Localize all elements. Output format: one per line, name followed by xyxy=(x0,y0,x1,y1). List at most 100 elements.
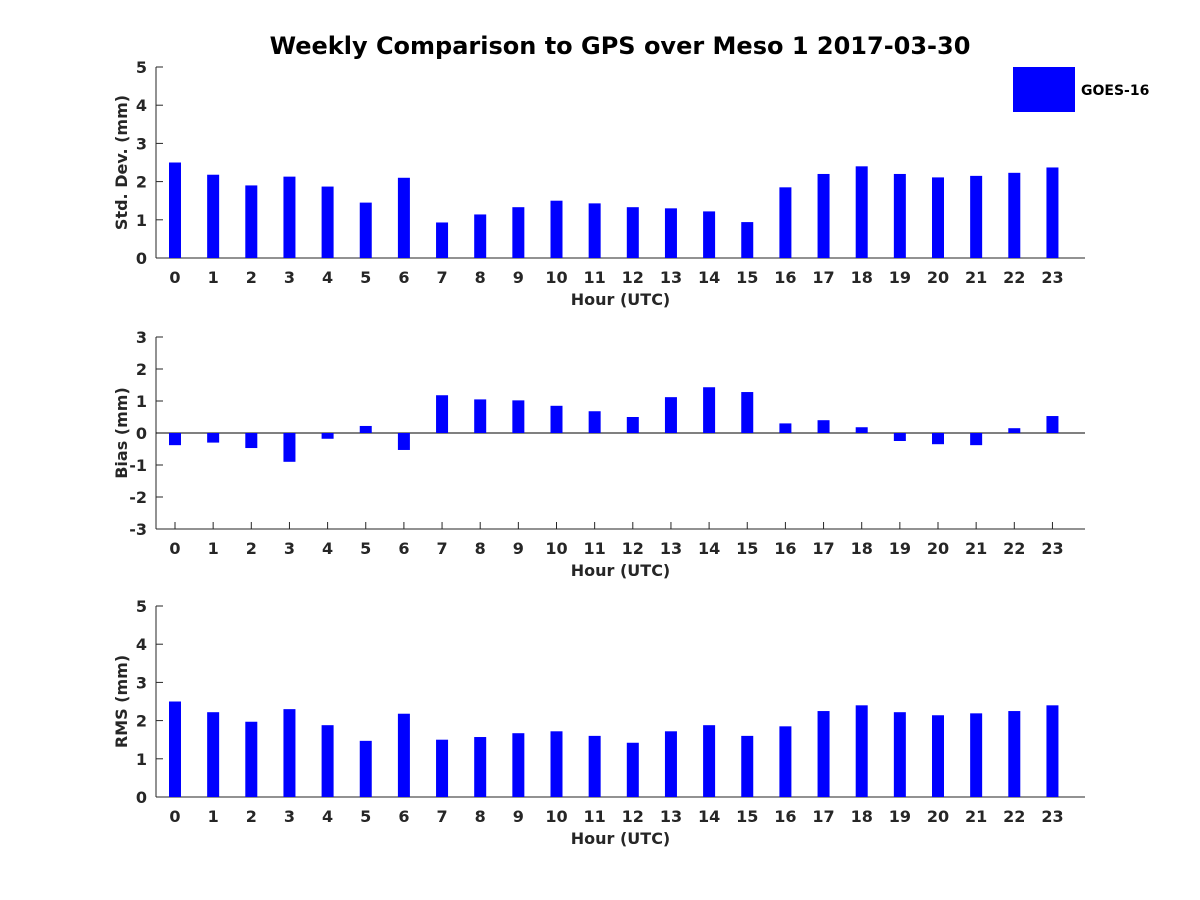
bar-std-dev xyxy=(550,200,563,258)
x-tick-label: 4 xyxy=(322,539,333,558)
x-tick-label: 23 xyxy=(1041,539,1063,558)
y-tick-label: 4 xyxy=(136,635,147,654)
x-tick-label: 0 xyxy=(169,807,180,826)
x-tick-label: 6 xyxy=(398,268,409,287)
x-tick-label: 16 xyxy=(774,268,796,287)
bar-std-dev xyxy=(932,177,944,258)
bar-bias xyxy=(970,433,983,446)
bar-bias xyxy=(207,433,220,443)
x-tick-label: 19 xyxy=(889,807,911,826)
x-tick-label: 3 xyxy=(284,539,295,558)
x-tick-label: 17 xyxy=(812,807,834,826)
bar-rms xyxy=(436,739,449,797)
bar-rms xyxy=(626,742,639,797)
bar-std-dev xyxy=(855,166,868,258)
y-tick-label: 0 xyxy=(136,788,147,807)
y-tick-label: 4 xyxy=(136,96,147,115)
bar-bias xyxy=(359,425,372,433)
x-tick-label: 1 xyxy=(208,268,219,287)
bar-bias xyxy=(169,433,181,446)
bar-bias xyxy=(932,433,944,445)
bar-std-dev xyxy=(359,202,372,258)
y-tick-label: -2 xyxy=(129,488,147,507)
y-tick-label: 2 xyxy=(136,173,147,192)
bar-bias xyxy=(550,405,563,433)
y-tick-label: 3 xyxy=(136,673,147,692)
x-tick-label: 21 xyxy=(965,268,987,287)
y-tick-label: 0 xyxy=(136,249,147,268)
bar-rms xyxy=(817,711,830,797)
x-tick-label: 21 xyxy=(965,807,987,826)
x-tick-label: 7 xyxy=(436,539,447,558)
x-tick-label: 4 xyxy=(322,807,333,826)
x-tick-label: 5 xyxy=(360,539,371,558)
bar-rms xyxy=(664,731,677,797)
bar-rms xyxy=(321,725,334,797)
bar-bias xyxy=(474,399,487,433)
bar-bias xyxy=(817,420,830,433)
y-tick-label: 5 xyxy=(136,58,147,77)
x-tick-label: 8 xyxy=(475,539,486,558)
x-tick-label: 9 xyxy=(513,539,524,558)
bar-bias xyxy=(893,433,906,441)
x-tick-label: 7 xyxy=(436,807,447,826)
x-axis-label: Hour (UTC) xyxy=(571,290,671,309)
bar-rms xyxy=(474,737,487,797)
bar-std-dev xyxy=(970,175,983,258)
x-tick-label: 2 xyxy=(246,539,257,558)
x-tick-label: 20 xyxy=(927,268,949,287)
bar-std-dev xyxy=(664,208,677,258)
y-tick-label: 0 xyxy=(136,424,147,443)
x-tick-label: 23 xyxy=(1041,268,1063,287)
x-tick-label: 12 xyxy=(622,268,644,287)
bar-rms xyxy=(359,740,372,797)
bar-std-dev xyxy=(283,176,296,258)
bar-bias xyxy=(1046,416,1059,433)
bar-rms xyxy=(588,735,601,797)
bar-std-dev xyxy=(436,222,449,258)
bar-rms xyxy=(512,733,525,797)
bar-rms xyxy=(169,701,181,797)
x-tick-label: 20 xyxy=(927,539,949,558)
x-tick-label: 20 xyxy=(927,807,949,826)
bar-std-dev xyxy=(1008,172,1021,258)
x-tick-label: 14 xyxy=(698,807,720,826)
y-tick-label: 2 xyxy=(136,360,147,379)
bar-rms xyxy=(207,712,220,797)
x-axis-label: Hour (UTC) xyxy=(571,829,671,848)
x-tick-label: 2 xyxy=(246,807,257,826)
bar-std-dev xyxy=(1046,167,1059,258)
x-tick-label: 9 xyxy=(513,268,524,287)
x-tick-label: 0 xyxy=(169,539,180,558)
x-tick-label: 14 xyxy=(698,539,720,558)
bar-rms xyxy=(703,725,716,797)
bar-rms xyxy=(245,721,258,797)
x-tick-label: 1 xyxy=(208,807,219,826)
x-tick-label: 23 xyxy=(1041,807,1063,826)
bar-std-dev xyxy=(893,173,906,258)
x-tick-label: 16 xyxy=(774,539,796,558)
bar-bias xyxy=(588,411,601,433)
y-tick-label: 5 xyxy=(136,597,147,616)
x-tick-label: 8 xyxy=(475,268,486,287)
bar-std-dev xyxy=(779,187,792,258)
bar-bias xyxy=(779,423,792,433)
x-tick-label: 6 xyxy=(398,807,409,826)
x-tick-label: 15 xyxy=(736,268,758,287)
bar-std-dev xyxy=(588,203,601,258)
y-tick-label: 3 xyxy=(136,328,147,347)
x-tick-label: 13 xyxy=(660,807,682,826)
bar-rms xyxy=(283,709,296,797)
x-tick-label: 17 xyxy=(812,539,834,558)
bar-bias xyxy=(855,427,868,433)
bar-bias xyxy=(626,417,639,433)
x-tick-label: 5 xyxy=(360,268,371,287)
bar-bias xyxy=(664,397,677,433)
x-tick-label: 6 xyxy=(398,539,409,558)
bar-rms xyxy=(397,713,410,797)
x-axis-label: Hour (UTC) xyxy=(571,561,671,580)
x-tick-label: 22 xyxy=(1003,268,1025,287)
y-axis-label: Std. Dev. (mm) xyxy=(112,95,131,230)
bar-bias xyxy=(321,433,334,439)
